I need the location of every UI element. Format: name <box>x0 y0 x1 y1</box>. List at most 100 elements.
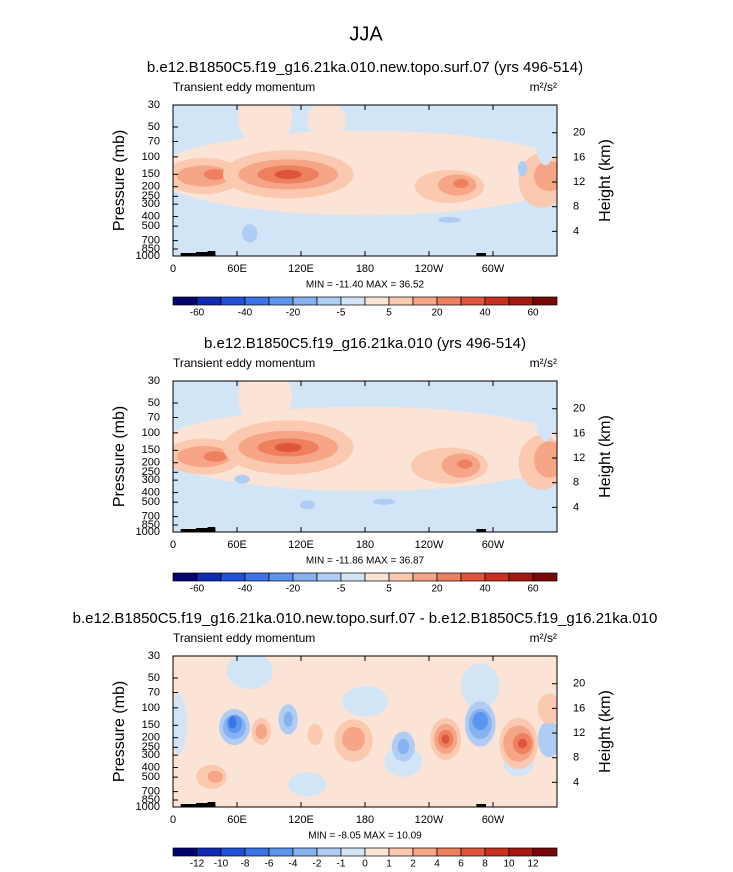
colorbar-box <box>220 296 246 306</box>
y-tick-label: 700 <box>142 511 160 523</box>
contour-region <box>299 500 316 510</box>
contour-region <box>234 474 250 484</box>
contour-region <box>461 663 500 709</box>
colorbar-box <box>196 847 222 857</box>
x-tick-label: 0 <box>170 263 176 275</box>
contour-region <box>228 716 237 729</box>
colorbar-box <box>508 572 534 582</box>
contour-region <box>203 169 227 180</box>
contour-region <box>397 739 410 755</box>
y-tick-label: 150 <box>142 719 160 731</box>
y-tick-label: 250 <box>142 741 160 753</box>
y2-tick-label: 16 <box>573 427 585 439</box>
y-tick-label: 70 <box>148 135 160 147</box>
colorbar-label: 60 <box>527 308 539 319</box>
colorbar-box <box>268 847 294 857</box>
contour-region <box>176 445 231 468</box>
y-axis-title: Pressure (mb) <box>111 406 128 507</box>
y-tick-label: 400 <box>142 761 160 773</box>
x-tick-label: 60E <box>227 263 247 275</box>
y2-axis-title: Height (km) <box>597 139 614 222</box>
y-tick-label: 150 <box>142 444 160 456</box>
y2-tick-label: 8 <box>573 477 579 489</box>
y2-tick-label: 20 <box>573 678 585 690</box>
y-tick-label: 50 <box>148 672 160 684</box>
topography <box>476 529 486 532</box>
colorbar-box <box>508 847 534 857</box>
x-tick-label: 60W <box>482 263 505 275</box>
y-tick-label: 150 <box>142 168 160 180</box>
colorbar-box <box>484 296 510 306</box>
y2-tick-label: 16 <box>573 151 585 163</box>
stats: MIN = -11.86 MAX = 36.87 <box>306 556 425 567</box>
colorbar-box <box>412 296 438 306</box>
y-tick-label: 250 <box>142 466 160 478</box>
units: m²/s² <box>530 631 557 645</box>
y-axis-title: Pressure (mb) <box>111 681 128 782</box>
colorbar-box <box>220 572 246 582</box>
contour-region <box>341 686 389 717</box>
y2-axis-title: Height (km) <box>597 690 614 773</box>
y2-tick-label: 8 <box>573 201 579 213</box>
contour-region <box>255 723 268 740</box>
contour-region <box>288 772 327 797</box>
colorbar-box <box>388 296 414 306</box>
contour-region <box>203 451 227 462</box>
colorbar-box <box>508 296 534 306</box>
colorbar-box <box>268 572 294 582</box>
colorbar-box <box>292 572 318 582</box>
colorbar-box <box>340 847 366 857</box>
colorbar-box <box>532 572 558 582</box>
y-tick-label: 500 <box>142 220 160 232</box>
y-tick-label: 500 <box>142 496 160 508</box>
y-tick-label: 300 <box>142 474 160 486</box>
y-tick-label: 100 <box>142 702 160 714</box>
colorbar-box <box>460 296 486 306</box>
colorbar-box <box>196 572 222 582</box>
x-tick-label: 60E <box>227 814 247 826</box>
y-tick-label: 850 <box>142 794 160 806</box>
colorbar-box <box>316 572 342 582</box>
colorbar-label: 6 <box>458 859 464 870</box>
colorbar-label: 5 <box>386 308 392 319</box>
contour-region <box>372 498 396 505</box>
y-tick-label: 850 <box>142 243 160 255</box>
y-tick-label: 100 <box>142 151 160 163</box>
x-tick-label: 180 <box>356 263 374 275</box>
colorbar-label: -60 <box>190 584 205 595</box>
units: m²/s² <box>530 80 557 94</box>
topography <box>196 803 216 807</box>
colorbar-box <box>364 572 390 582</box>
y-tick-label: 1000 <box>136 526 160 538</box>
colorbar-box <box>316 296 342 306</box>
x-tick-label: 120E <box>288 263 314 275</box>
y-tick-label: 70 <box>148 686 160 698</box>
colorbar-label: 8 <box>482 859 488 870</box>
y2-tick-label: 12 <box>573 176 585 188</box>
colorbar-box <box>388 847 414 857</box>
colorbar-label: 2 <box>410 859 416 870</box>
colorbar-box <box>484 847 510 857</box>
colorbar-label: 1 <box>386 859 392 870</box>
colorbar-label: -5 <box>337 308 346 319</box>
x-tick-label: 60W <box>482 539 505 551</box>
contour-region <box>537 693 557 724</box>
y-tick-label: 30 <box>148 650 160 662</box>
colorbar-box <box>436 847 462 857</box>
y-tick-label: 200 <box>142 181 160 193</box>
y-tick-label: 850 <box>142 519 160 531</box>
left-label: Transient eddy momentum <box>173 356 315 370</box>
colorbar-box <box>364 296 390 306</box>
contour-region <box>307 723 323 746</box>
contour-region <box>533 105 557 166</box>
contour-region <box>457 459 473 469</box>
colorbar-box <box>172 847 198 857</box>
panel-title: b.e12.B1850C5.f19_g16.21ka.010.new.topo.… <box>147 59 583 76</box>
contour-region <box>173 693 187 755</box>
y-tick-label: 300 <box>142 749 160 761</box>
colorbar-label: 4 <box>434 859 440 870</box>
contour-field <box>173 105 557 256</box>
colorbar-box <box>244 847 270 857</box>
colorbar-box <box>268 296 294 306</box>
x-tick-label: 60W <box>482 814 505 826</box>
